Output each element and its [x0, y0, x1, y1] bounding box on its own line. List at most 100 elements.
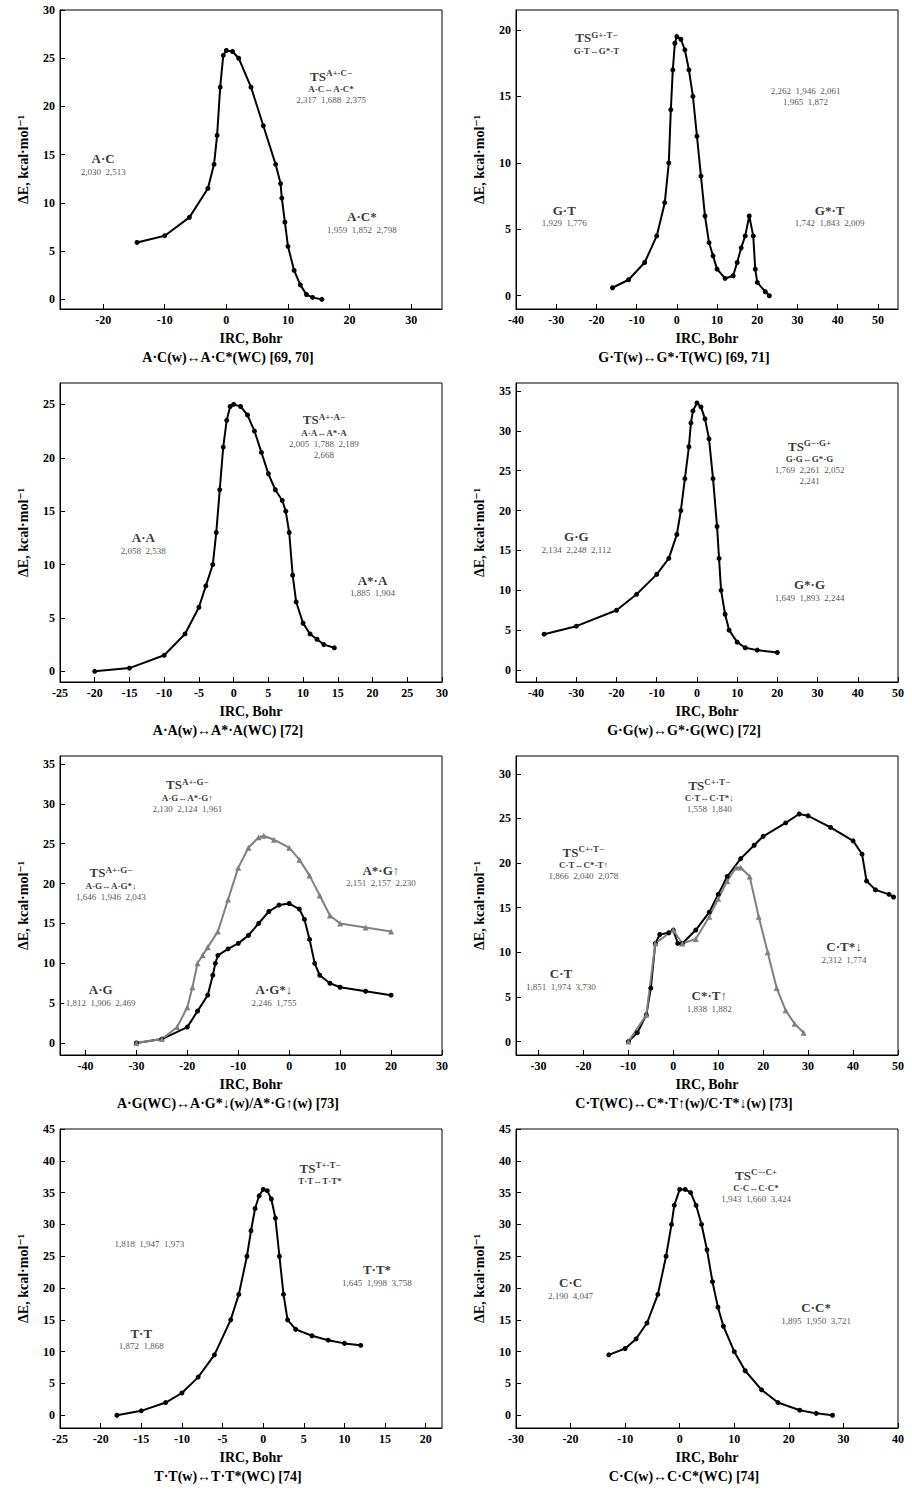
svg-text:1,851 1,974 3,730: 1,851 1,974 3,730	[526, 982, 596, 992]
svg-text:20: 20	[771, 686, 783, 700]
svg-text:-20: -20	[609, 686, 625, 700]
svg-text:A·C(w)↔A·C*(WC) [69, 70]: A·C(w)↔A·C*(WC) [69, 70]	[142, 350, 313, 366]
svg-text:1,742 1,843 2,009: 1,742 1,843 2,009	[795, 218, 865, 228]
svg-text:-40: -40	[528, 686, 544, 700]
svg-text:IRC, Bohr: IRC, Bohr	[219, 1077, 282, 1092]
svg-text:0: 0	[694, 686, 700, 700]
svg-text:20: 20	[499, 504, 511, 518]
svg-text:-10: -10	[620, 1059, 636, 1073]
svg-text:25: 25	[499, 811, 511, 825]
svg-text:-5: -5	[218, 1432, 228, 1446]
svg-text:1,812 1,906 2,469: 1,812 1,906 2,469	[66, 998, 136, 1008]
svg-text:0: 0	[670, 1059, 676, 1073]
svg-text:30: 30	[405, 313, 417, 327]
svg-text:A·G↔A*·G↑: A·G↔A*·G↑	[162, 793, 213, 803]
svg-text:10: 10	[43, 956, 55, 970]
svg-text:A·G*↓: A·G*↓	[255, 982, 292, 997]
svg-text:1,885 1,904: 1,885 1,904	[350, 588, 396, 598]
svg-text:IRC, Bohr: IRC, Bohr	[219, 1450, 282, 1465]
svg-text:40: 40	[892, 1432, 904, 1446]
svg-text:30: 30	[436, 686, 448, 700]
svg-text:2,241: 2,241	[799, 476, 819, 486]
svg-text:G·T↔G*·T: G·T↔G*·T	[574, 46, 620, 56]
svg-text:C−·C+: C−·C+	[751, 1167, 777, 1177]
svg-text:-10: -10	[230, 1059, 246, 1073]
svg-text:1,929 1,776: 1,929 1,776	[542, 218, 587, 228]
svg-text:20: 20	[344, 313, 356, 327]
svg-text:2,134 2,248 2,112: 2,134 2,248 2,112	[542, 545, 611, 555]
svg-text:30: 30	[43, 3, 55, 17]
svg-text:C*·T↑: C*·T↑	[692, 988, 727, 1003]
svg-text:TS: TS	[788, 439, 804, 454]
svg-text:C·T↔C*·T↑: C·T↔C*·T↑	[559, 860, 608, 870]
svg-text:5: 5	[265, 686, 271, 700]
svg-text:50: 50	[892, 1059, 904, 1073]
svg-text:-30: -30	[568, 686, 584, 700]
svg-text:A·G: A·G	[89, 982, 113, 997]
svg-text:15: 15	[379, 1432, 391, 1446]
svg-text:A+·G−: A+·G−	[106, 865, 133, 875]
svg-text:0: 0	[505, 1408, 511, 1422]
svg-text:15: 15	[43, 1313, 55, 1327]
svg-text:30: 30	[802, 1059, 814, 1073]
svg-text:20: 20	[783, 1432, 795, 1446]
svg-text:30: 30	[499, 1217, 511, 1231]
svg-text:C·C: C·C	[559, 1275, 582, 1290]
svg-text:15: 15	[499, 543, 511, 557]
svg-text:C+·T−: C+·T−	[704, 777, 730, 787]
svg-text:0: 0	[223, 313, 229, 327]
svg-text:20: 20	[499, 1281, 511, 1295]
svg-text:45: 45	[43, 1122, 55, 1136]
svg-text:35: 35	[499, 384, 511, 398]
svg-text:A·C↔A·C*: A·C↔A·C*	[308, 84, 354, 94]
svg-text:C·C↔C·C*: C·C↔C·C*	[733, 1183, 779, 1193]
svg-text:20: 20	[757, 1059, 769, 1073]
svg-text:G·T: G·T	[553, 203, 576, 218]
svg-text:30: 30	[436, 1059, 448, 1073]
svg-text:A+·A−: A+·A−	[319, 412, 345, 422]
svg-text:30: 30	[791, 313, 803, 327]
svg-text:C·C(w)↔C·C*(WC) [74]: C·C(w)↔C·C*(WC) [74]	[609, 1469, 759, 1485]
svg-text:ΔE, kcal·mol⁻¹: ΔE, kcal·mol⁻¹	[472, 115, 487, 204]
svg-text:A·C*: A·C*	[347, 209, 377, 224]
svg-text:ΔE, kcal·mol⁻¹: ΔE, kcal·mol⁻¹	[472, 488, 487, 577]
svg-text:-30: -30	[530, 1059, 546, 1073]
svg-text:T·T: T·T	[130, 1326, 152, 1341]
svg-text:0: 0	[505, 289, 511, 303]
svg-text:10: 10	[43, 196, 55, 210]
svg-text:0: 0	[49, 292, 55, 306]
svg-text:40: 40	[43, 1154, 55, 1168]
svg-text:2,058 2,538: 2,058 2,538	[121, 546, 167, 556]
svg-text:25: 25	[499, 1249, 511, 1263]
svg-text:30: 30	[499, 767, 511, 781]
svg-text:15: 15	[499, 1313, 511, 1327]
svg-text:0: 0	[49, 1408, 55, 1422]
svg-text:5: 5	[505, 1376, 511, 1390]
svg-text:-20: -20	[179, 1059, 195, 1073]
svg-text:25: 25	[401, 686, 413, 700]
svg-text:30: 30	[812, 686, 824, 700]
svg-text:40: 40	[852, 686, 864, 700]
svg-text:15: 15	[499, 89, 511, 103]
svg-text:TS: TS	[310, 69, 326, 84]
svg-text:-30: -30	[548, 313, 564, 327]
svg-text:5: 5	[49, 1376, 55, 1390]
svg-text:15: 15	[332, 686, 344, 700]
svg-text:2,190 4,047: 2,190 4,047	[548, 1291, 594, 1301]
svg-text:2,151 2,157 2,230: 2,151 2,157 2,230	[346, 878, 416, 888]
svg-text:-10: -10	[174, 1432, 190, 1446]
svg-text:1,649 1,893 2,244: 1,649 1,893 2,244	[775, 593, 845, 603]
svg-text:-20: -20	[563, 1432, 579, 1446]
svg-text:15: 15	[499, 901, 511, 915]
svg-text:C·T(WC)↔C*·T↑(w)/C·T*↓(w) [73]: C·T(WC)↔C*·T↑(w)/C·T*↓(w) [73]	[575, 1096, 792, 1112]
svg-text:A*·G↑: A*·G↑	[362, 863, 399, 878]
svg-text:10: 10	[499, 945, 511, 959]
svg-text:20: 20	[385, 1059, 397, 1073]
svg-text:15: 15	[43, 916, 55, 930]
svg-text:A·A: A·A	[132, 530, 156, 545]
svg-text:2,130 2,124 1,961: 2,130 2,124 1,961	[152, 804, 222, 814]
svg-text:20: 20	[499, 23, 511, 37]
svg-text:-40: -40	[77, 1059, 93, 1073]
svg-text:C+·T−: C+·T−	[578, 844, 604, 854]
svg-text:A·G(WC)↔A·G*↓(w)/A*·G↑(w) [73]: A·G(WC)↔A·G*↓(w)/A*·G↑(w) [73]	[117, 1096, 339, 1112]
